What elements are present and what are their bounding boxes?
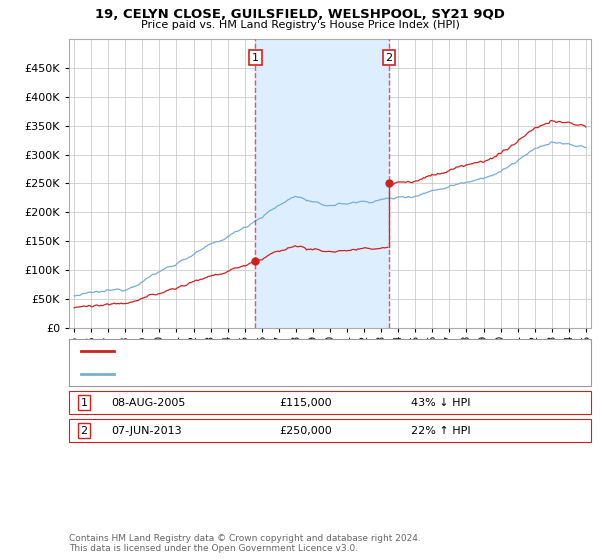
- Text: 1: 1: [252, 53, 259, 63]
- Text: 19, CELYN CLOSE, GUILSFIELD, WELSHPOOL, SY21 9QD (detached house): 19, CELYN CLOSE, GUILSFIELD, WELSHPOOL, …: [121, 346, 480, 356]
- Text: 07-JUN-2013: 07-JUN-2013: [111, 426, 182, 436]
- Text: Price paid vs. HM Land Registry's House Price Index (HPI): Price paid vs. HM Land Registry's House …: [140, 20, 460, 30]
- Text: 2: 2: [80, 426, 88, 436]
- Text: £115,000: £115,000: [279, 398, 332, 408]
- Text: 1: 1: [80, 398, 88, 408]
- Text: 08-AUG-2005: 08-AUG-2005: [111, 398, 185, 408]
- Text: HPI: Average price, detached house, Powys: HPI: Average price, detached house, Powy…: [121, 368, 332, 379]
- Text: 43% ↓ HPI: 43% ↓ HPI: [411, 398, 470, 408]
- Text: 22% ↑ HPI: 22% ↑ HPI: [411, 426, 470, 436]
- Text: Contains HM Land Registry data © Crown copyright and database right 2024.
This d: Contains HM Land Registry data © Crown c…: [69, 534, 421, 553]
- Bar: [256, 39, 389, 328]
- Text: 19, CELYN CLOSE, GUILSFIELD, WELSHPOOL, SY21 9QD: 19, CELYN CLOSE, GUILSFIELD, WELSHPOOL, …: [95, 8, 505, 21]
- Text: 2: 2: [385, 53, 392, 63]
- Text: £250,000: £250,000: [279, 426, 332, 436]
